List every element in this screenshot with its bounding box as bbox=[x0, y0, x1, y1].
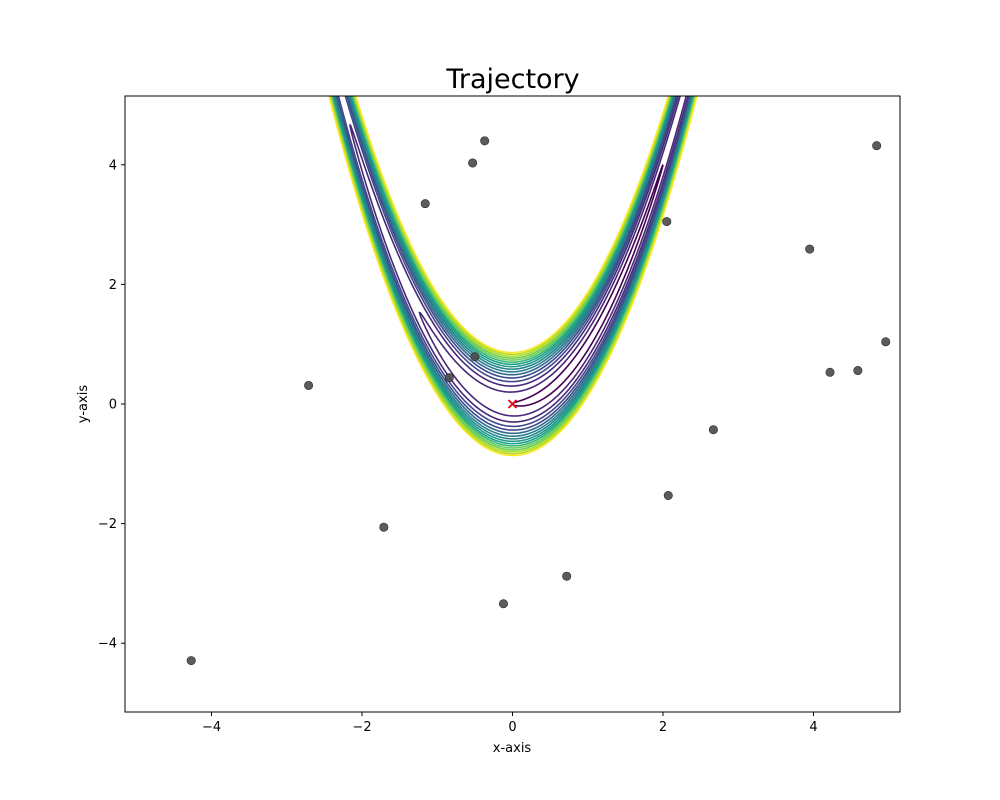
scatter-point bbox=[468, 158, 478, 168]
y-tick-label: 0 bbox=[109, 398, 117, 413]
scatter-point bbox=[470, 352, 480, 362]
y-tick-label: −2 bbox=[98, 517, 117, 532]
scatter-point bbox=[881, 337, 891, 347]
x-tick-label: −4 bbox=[202, 720, 221, 735]
scatter-point bbox=[825, 367, 835, 377]
contour-line bbox=[334, 96, 692, 435]
marker-layer bbox=[507, 399, 518, 409]
y-axis-label: y-axis bbox=[76, 385, 91, 423]
scatter-layer bbox=[186, 136, 891, 666]
minimum-marker bbox=[507, 399, 518, 409]
scatter-point bbox=[304, 380, 314, 390]
scatter-point bbox=[708, 425, 718, 435]
contour-line bbox=[333, 96, 694, 440]
y-tick-label: −4 bbox=[98, 637, 117, 652]
contour-line bbox=[330, 96, 696, 447]
contour-line bbox=[331, 96, 695, 445]
y-tick-label: 2 bbox=[109, 278, 117, 293]
scatter-point bbox=[186, 656, 196, 666]
x-axis-label: x-axis bbox=[493, 741, 532, 756]
y-axis: −4 −2 0 2 4 bbox=[98, 158, 125, 652]
scatter-point bbox=[562, 571, 572, 581]
x-tick-label: 0 bbox=[508, 720, 516, 735]
x-tick-label: 2 bbox=[659, 720, 667, 735]
x-tick-label: 4 bbox=[809, 720, 817, 735]
scatter-point bbox=[498, 599, 508, 609]
contour-layer bbox=[328, 96, 698, 457]
contour-line bbox=[418, 96, 688, 417]
contour-line bbox=[328, 96, 698, 457]
scatter-point bbox=[480, 136, 490, 146]
contour-line bbox=[336, 96, 692, 431]
scatter-point bbox=[853, 366, 863, 376]
scatter-point bbox=[420, 199, 430, 209]
scatter-point bbox=[663, 491, 673, 501]
x-axis: −4 −2 0 2 4 bbox=[202, 712, 818, 735]
contour-line bbox=[349, 96, 689, 423]
scatter-point bbox=[662, 217, 672, 227]
y-tick-label: 4 bbox=[109, 158, 117, 173]
scatter-point bbox=[444, 373, 454, 383]
scatter-point bbox=[872, 141, 882, 151]
contour-line bbox=[333, 96, 693, 438]
plot-area bbox=[186, 96, 891, 666]
chart-title: Trajectory bbox=[445, 64, 579, 95]
contour-line bbox=[330, 96, 696, 449]
contour-line bbox=[337, 96, 690, 428]
scatter-point bbox=[805, 244, 815, 254]
scatter-point bbox=[379, 522, 389, 532]
contour-line bbox=[332, 96, 695, 443]
contour-line bbox=[511, 164, 664, 407]
x-tick-label: −2 bbox=[352, 720, 371, 735]
